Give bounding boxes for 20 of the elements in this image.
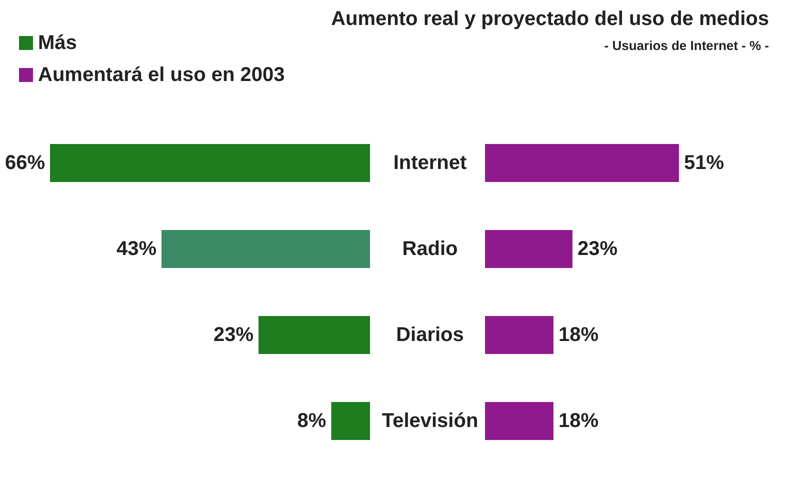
data-label: 23% [213,324,254,346]
data-label: 8% [297,410,326,432]
legend-label: Más [38,32,77,54]
chart-title: Aumento real y proyectado del uso de medios [331,8,770,30]
data-label: 23% [577,238,618,260]
data-label: 18% [558,324,599,346]
bar [50,144,370,182]
bar [331,402,370,440]
y-tick-label: Radio [402,238,458,260]
bar [162,230,370,268]
y-tick-label: Internet [393,152,468,174]
y-tick-label: Diarios [396,324,464,346]
bar [258,316,370,354]
chart-subtitle: - Usuarios de Internet - % - [604,38,770,53]
data-label: 43% [116,238,157,260]
data-label: 18% [558,410,599,432]
data-label: 51% [684,152,724,174]
data-label: 66% [4,152,46,174]
legend-label: Aumentará el uso en 2003 [38,64,285,86]
y-tick-label: Televisión [382,410,478,432]
